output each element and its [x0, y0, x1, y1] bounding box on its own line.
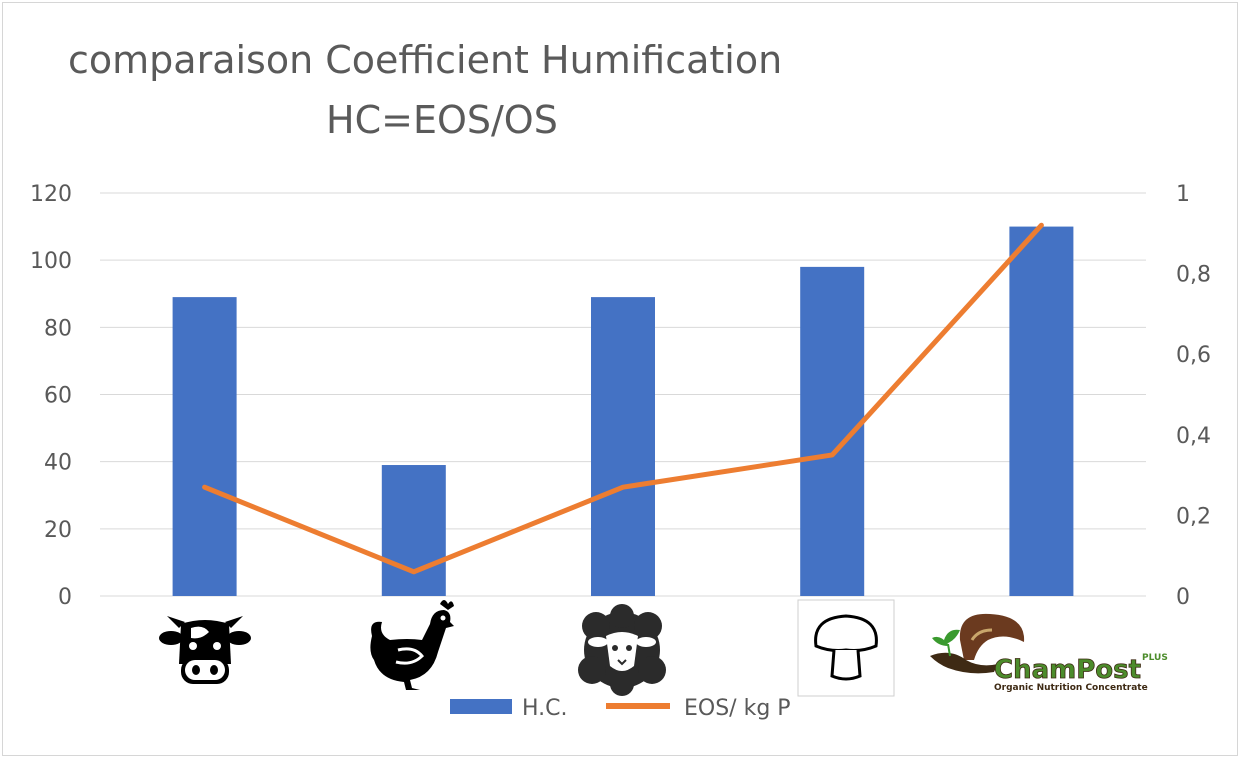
left-tick-label: 0 [58, 585, 72, 610]
right-tick-label: 0,2 [1176, 504, 1211, 529]
line-series [202, 222, 1044, 575]
left-axis-ticks: 0 20 40 60 80 100 120 [30, 182, 72, 610]
cow-icon [159, 616, 251, 684]
legend-swatch-hc [450, 699, 512, 714]
right-tick-label: 0,6 [1176, 343, 1211, 368]
legend: H.C. EOS/ kg P [450, 696, 791, 721]
left-tick-label: 120 [30, 182, 72, 207]
logo-superscript: PLUS [1142, 653, 1168, 663]
right-axis-ticks: 0 0,2 0,4 0,6 0,8 1 [1176, 182, 1211, 610]
champost-logo: ChamPost PLUS Organic Nutrition Concentr… [930, 613, 1168, 693]
left-tick-label: 80 [44, 316, 72, 341]
bar-series [172, 226, 1074, 597]
logo-brand: ChamPost [994, 655, 1141, 685]
left-tick-label: 20 [44, 518, 72, 543]
bar-cow [172, 297, 237, 596]
bar-chicken [381, 465, 446, 596]
sheep-icon [578, 604, 666, 696]
legend-label-eos: EOS/ kg P [684, 696, 791, 721]
bar-champost [1009, 226, 1074, 597]
right-tick-label: 0 [1176, 585, 1190, 610]
chicken-icon [370, 600, 454, 690]
mushroom-icon [797, 599, 895, 697]
left-tick-label: 40 [44, 451, 72, 476]
left-tick-label: 60 [44, 384, 72, 409]
right-tick-label: 0,8 [1176, 263, 1211, 288]
right-tick-label: 1 [1176, 182, 1190, 207]
right-tick-label: 0,4 [1176, 424, 1211, 449]
left-tick-label: 100 [30, 249, 72, 274]
chart-subtitle: HC=EOS/OS [326, 98, 558, 142]
chart-title: comparaison Coefficient Humification [68, 38, 783, 82]
bar-sheep [591, 297, 655, 596]
legend-label-hc: H.C. [522, 696, 568, 721]
logo-tagline: Organic Nutrition Concentrate [994, 683, 1148, 693]
